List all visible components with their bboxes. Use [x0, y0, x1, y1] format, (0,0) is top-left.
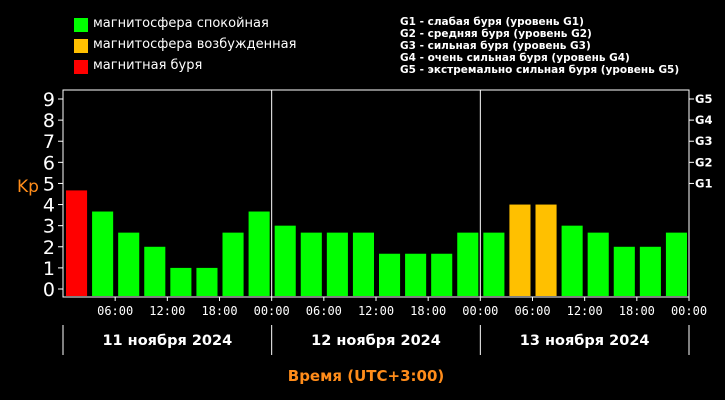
- legend-swatch-active: [74, 39, 88, 53]
- bar: [613, 246, 635, 296]
- x-tick-label: 12:00: [358, 304, 394, 318]
- y-tick-label: 1: [43, 258, 55, 280]
- bar: [66, 190, 88, 296]
- bar: [326, 232, 348, 296]
- legend-swatch-quiet: [74, 18, 88, 32]
- y-tick-label: 3: [43, 216, 55, 238]
- bar: [300, 232, 322, 296]
- bar: [352, 232, 374, 296]
- y-tick-label: 9: [43, 89, 55, 111]
- legend-label-storm: магнитная буря: [93, 58, 203, 73]
- storm-scale-g3: G3 - сильная буря (уровень G3): [400, 40, 591, 52]
- y-tick-label: 0: [43, 279, 55, 301]
- x-tick-label: 00:00: [671, 304, 707, 318]
- g-level-label: G4: [695, 113, 712, 127]
- g-level-label: G1: [695, 176, 712, 190]
- g-level-label: G3: [695, 134, 712, 148]
- bar: [639, 246, 661, 296]
- bar: [118, 232, 140, 296]
- y-tick-label: 8: [43, 110, 55, 132]
- day-label: 13 ноября 2024: [520, 333, 650, 349]
- storm-scale-g4: G4 - очень сильная буря (уровень G4): [400, 52, 630, 64]
- bar: [431, 253, 453, 296]
- bar: [587, 232, 609, 296]
- bar: [457, 232, 479, 296]
- legend-label-quiet: магнитосфера спокойная: [93, 16, 269, 31]
- bar: [248, 211, 270, 296]
- storm-scale-g1: G1 - слабая буря (уровень G1): [400, 16, 584, 28]
- bar: [274, 225, 296, 296]
- y-tick-label: 5: [43, 173, 55, 195]
- bar: [509, 204, 531, 296]
- bar: [561, 225, 583, 296]
- y-tick-label: 6: [43, 152, 55, 174]
- bar: [222, 232, 244, 296]
- day-label: 12 ноября 2024: [311, 333, 441, 349]
- x-tick-label: 00:00: [254, 304, 290, 318]
- legend-swatch-storm: [74, 60, 88, 74]
- day-label: 11 ноября 2024: [102, 333, 232, 349]
- y-axis-label: Kp: [17, 177, 39, 197]
- x-tick-label: 06:00: [97, 304, 133, 318]
- bar: [379, 253, 401, 296]
- x-tick-label: 12:00: [149, 304, 185, 318]
- bar: [196, 267, 218, 296]
- bar: [483, 232, 505, 296]
- x-tick-label: 18:00: [201, 304, 237, 318]
- x-tick-label: 00:00: [462, 304, 498, 318]
- x-tick-label: 18:00: [619, 304, 655, 318]
- bar: [170, 267, 192, 296]
- y-tick-label: 7: [43, 131, 55, 153]
- y-tick-label: 2: [43, 237, 55, 259]
- legend-label-active: магнитосфера возбужденная: [93, 37, 297, 52]
- x-tick-label: 12:00: [567, 304, 603, 318]
- y-tick-label: 4: [43, 195, 55, 217]
- storm-scale-g5: G5 - экстремально сильная буря (уровень …: [400, 64, 680, 76]
- x-axis-label: Время (UTC+3:00): [288, 367, 444, 385]
- g-level-label: G5: [695, 92, 712, 106]
- g-level-label: G2: [695, 155, 712, 169]
- x-tick-label: 06:00: [514, 304, 550, 318]
- x-tick-label: 06:00: [306, 304, 342, 318]
- storm-scale-g2: G2 - средняя буря (уровень G2): [400, 28, 592, 40]
- x-tick-label: 18:00: [410, 304, 446, 318]
- storm-scale-legend: G1 - слабая буря (уровень G1) G2 - средн…: [400, 16, 679, 76]
- bar: [665, 232, 687, 296]
- bar: [92, 211, 114, 296]
- bar: [405, 253, 427, 296]
- bar: [535, 204, 557, 296]
- bar: [144, 246, 166, 296]
